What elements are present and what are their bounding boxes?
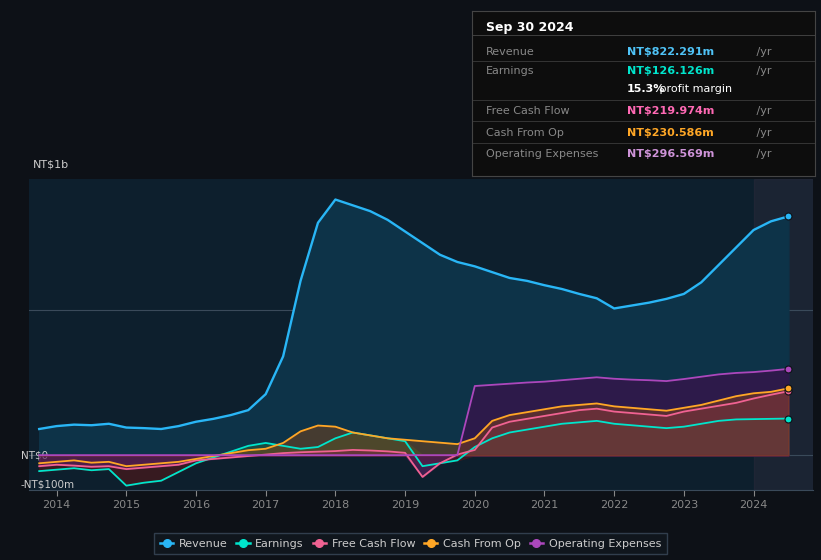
Text: Operating Expenses: Operating Expenses — [486, 149, 599, 159]
Text: /yr: /yr — [754, 67, 772, 77]
Text: 15.3%: 15.3% — [626, 84, 665, 94]
Text: Earnings: Earnings — [486, 67, 534, 77]
Text: NT$126.126m: NT$126.126m — [626, 67, 713, 77]
Text: profit margin: profit margin — [656, 84, 732, 94]
Text: NT$219.974m: NT$219.974m — [626, 106, 714, 116]
Text: NT$0: NT$0 — [21, 450, 48, 460]
Text: /yr: /yr — [754, 46, 772, 57]
Bar — [754, 179, 813, 490]
Text: /yr: /yr — [754, 128, 772, 138]
Legend: Revenue, Earnings, Free Cash Flow, Cash From Op, Operating Expenses: Revenue, Earnings, Free Cash Flow, Cash … — [154, 533, 667, 554]
Text: NT$230.586m: NT$230.586m — [626, 128, 713, 138]
Text: /yr: /yr — [754, 149, 772, 159]
Text: NT$1b: NT$1b — [33, 160, 69, 170]
Text: NT$822.291m: NT$822.291m — [626, 46, 713, 57]
Text: Cash From Op: Cash From Op — [486, 128, 564, 138]
Text: NT$296.569m: NT$296.569m — [626, 149, 714, 159]
Text: Free Cash Flow: Free Cash Flow — [486, 106, 570, 116]
Text: Revenue: Revenue — [486, 46, 534, 57]
Text: /yr: /yr — [754, 106, 772, 116]
Text: -NT$100m: -NT$100m — [21, 479, 75, 489]
Text: Sep 30 2024: Sep 30 2024 — [486, 21, 573, 34]
